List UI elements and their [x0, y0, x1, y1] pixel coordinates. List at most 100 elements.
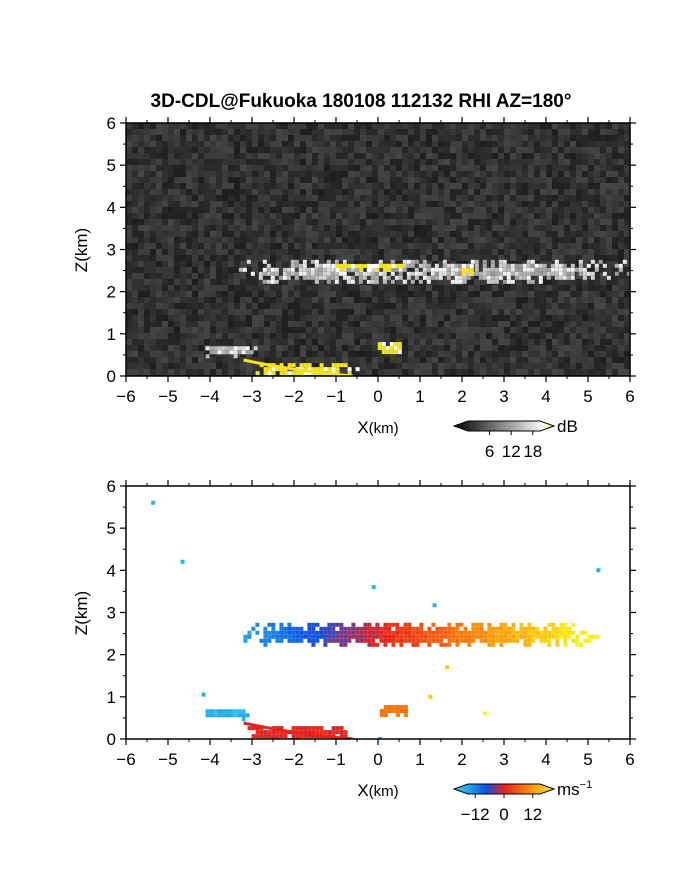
- noise-pixel: [234, 141, 240, 147]
- noise-pixel: [594, 303, 600, 309]
- noise-pixel: [492, 171, 498, 177]
- noise-pixel: [426, 255, 432, 261]
- noise-pixel: [618, 291, 624, 297]
- noise-pixel: [150, 351, 156, 357]
- noise-pixel: [402, 339, 408, 345]
- noise-pixel: [438, 183, 444, 189]
- echo-cell: [299, 371, 304, 376]
- noise-pixel: [474, 321, 480, 327]
- noise-pixel: [198, 369, 204, 375]
- noise-pixel: [330, 213, 336, 219]
- noise-pixel: [294, 357, 300, 363]
- noise-pixel: [168, 363, 174, 369]
- noise-pixel: [456, 189, 462, 195]
- noise-pixel: [384, 177, 390, 183]
- noise-pixel: [210, 279, 216, 285]
- noise-pixel: [534, 231, 540, 237]
- noise-pixel: [552, 141, 558, 147]
- noise-pixel: [156, 273, 162, 279]
- noise-pixel: [600, 225, 606, 231]
- echo-cell: [397, 350, 402, 355]
- x-tick-label: 0: [373, 750, 382, 769]
- noise-pixel: [390, 141, 396, 147]
- echo-cell: [314, 275, 319, 280]
- noise-pixel: [504, 321, 510, 327]
- noise-pixel: [174, 333, 180, 339]
- noise-pixel: [192, 357, 198, 363]
- velocity-cell: [531, 634, 536, 639]
- noise-pixel: [198, 129, 204, 135]
- noise-pixel: [492, 363, 498, 369]
- velocity-cell: [303, 634, 308, 639]
- noise-pixel: [420, 195, 426, 201]
- noise-pixel: [252, 327, 258, 333]
- noise-pixel: [330, 135, 336, 141]
- noise-pixel: [240, 177, 246, 183]
- noise-pixel: [132, 261, 138, 267]
- noise-pixel: [534, 147, 540, 153]
- noise-pixel: [132, 195, 138, 201]
- noise-pixel: [150, 291, 156, 297]
- noise-pixel: [612, 207, 618, 213]
- noise-pixel: [486, 339, 492, 345]
- velocity-cell: [359, 626, 364, 631]
- noise-pixel: [486, 183, 492, 189]
- noise-pixel: [222, 297, 228, 303]
- noise-pixel: [264, 237, 270, 243]
- noise-pixel: [312, 177, 318, 183]
- echo-cell: [339, 264, 344, 269]
- noise-pixel: [420, 135, 426, 141]
- noise-pixel: [228, 219, 234, 225]
- noise-pixel: [390, 339, 396, 345]
- noise-pixel: [444, 243, 450, 249]
- noise-pixel: [234, 201, 240, 207]
- noise-pixel: [600, 369, 606, 375]
- noise-pixel: [516, 207, 522, 213]
- noise-pixel: [150, 141, 156, 147]
- noise-pixel: [168, 201, 174, 207]
- noise-pixel: [612, 219, 618, 225]
- noise-pixel: [510, 153, 516, 159]
- noise-pixel: [378, 267, 384, 273]
- noise-pixel: [474, 339, 480, 345]
- noise-pixel: [408, 153, 414, 159]
- noise-pixel: [174, 141, 180, 147]
- backscatter-y-axis-label: Z(km): [72, 228, 91, 272]
- noise-pixel: [156, 363, 162, 369]
- velocity-cell: [315, 630, 320, 635]
- noise-pixel: [588, 369, 594, 375]
- velocity-cell: [259, 638, 264, 643]
- velocity-cell: [499, 634, 504, 639]
- noise-pixel: [258, 231, 264, 237]
- noise-pixel: [534, 309, 540, 315]
- echo-cell: [450, 279, 455, 284]
- noise-pixel: [162, 183, 168, 189]
- noise-pixel: [168, 333, 174, 339]
- echo-cell: [494, 271, 499, 276]
- echo-cell: [474, 267, 479, 272]
- noise-pixel: [456, 243, 462, 249]
- noise-pixel: [624, 279, 630, 285]
- noise-pixel: [522, 285, 528, 291]
- noise-pixel: [294, 327, 300, 333]
- echo-cell: [450, 271, 455, 276]
- velocity-cell: [555, 642, 560, 647]
- noise-pixel: [384, 141, 390, 147]
- noise-pixel: [576, 285, 582, 291]
- noise-pixel: [516, 153, 522, 159]
- echo-cell: [310, 267, 315, 272]
- noise-pixel: [588, 285, 594, 291]
- velocity-cell: [331, 622, 336, 627]
- noise-pixel: [222, 327, 228, 333]
- noise-pixel: [624, 357, 630, 363]
- velocity-cell: [539, 630, 544, 635]
- noise-pixel: [270, 165, 276, 171]
- echo-cell: [370, 271, 375, 276]
- noise-pixel: [606, 339, 612, 345]
- velocity-cell: [311, 638, 316, 643]
- velocity-cell: [471, 638, 476, 643]
- noise-pixel: [372, 297, 378, 303]
- noise-pixel: [222, 213, 228, 219]
- noise-pixel: [426, 303, 432, 309]
